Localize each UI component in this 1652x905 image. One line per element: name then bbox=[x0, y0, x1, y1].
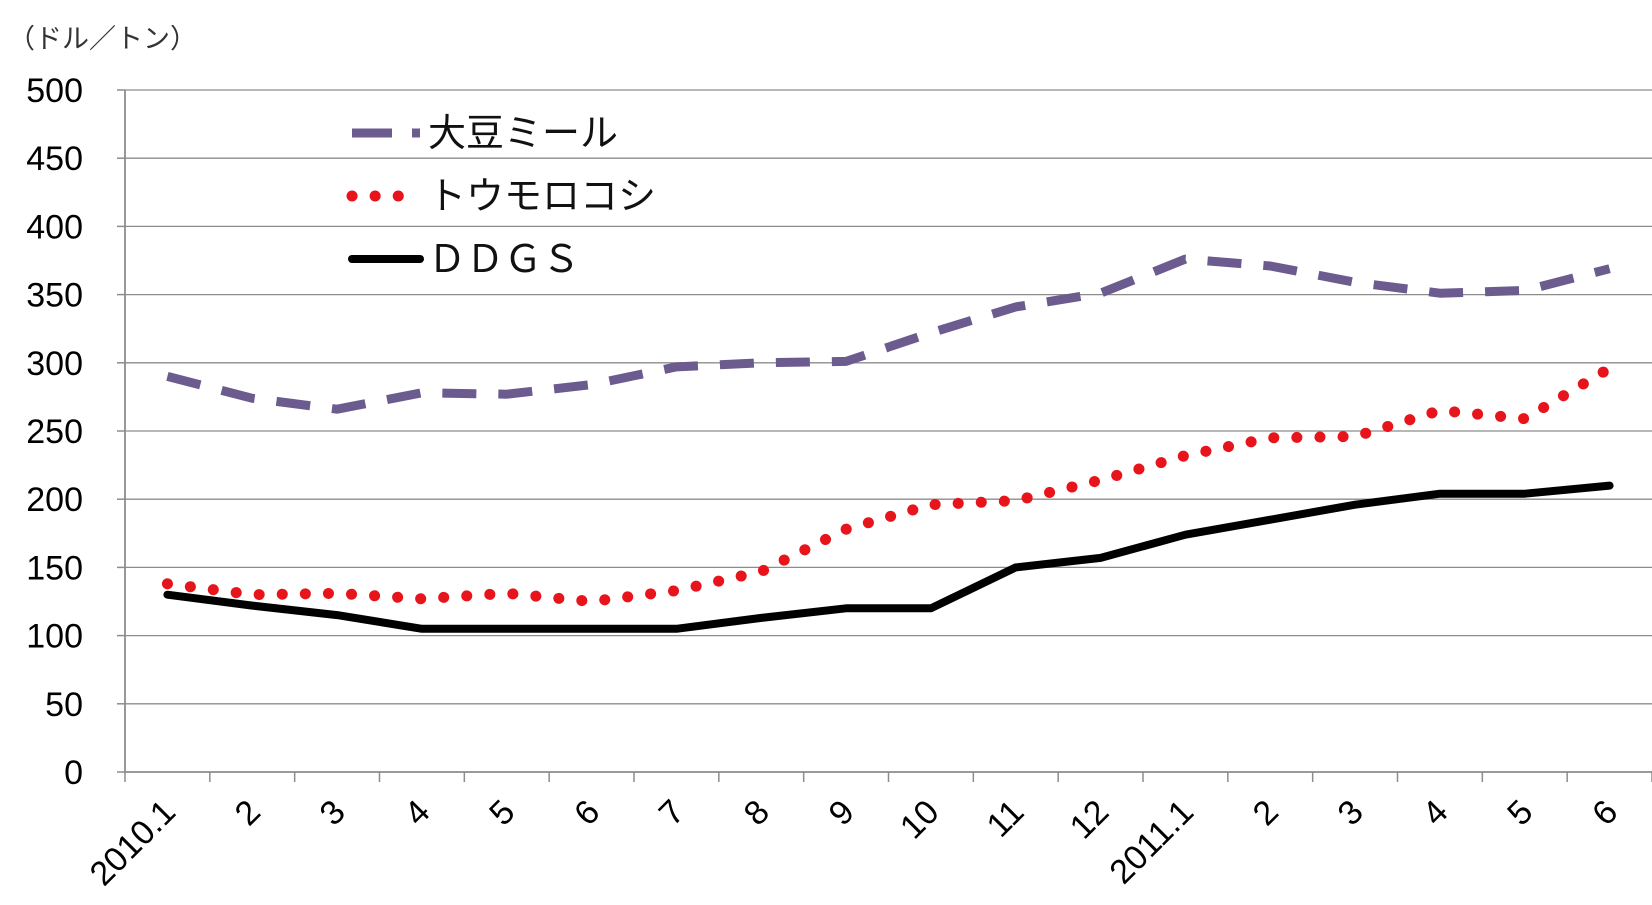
x-tick-label: 7 bbox=[652, 793, 692, 833]
y-tick-label: 0 bbox=[64, 754, 83, 792]
y-unit-label: （ドル／トン） bbox=[8, 24, 197, 55]
y-tick-label: 400 bbox=[26, 208, 83, 246]
x-tick-label: 2011.1 bbox=[1102, 793, 1201, 892]
series-lines bbox=[161, 254, 1616, 633]
legend-label: 大豆ミール bbox=[428, 111, 618, 155]
series-line-3 bbox=[163, 481, 1614, 633]
x-tick-label: 12 bbox=[1063, 793, 1117, 847]
y-tick-label: 350 bbox=[26, 277, 83, 315]
x-tick-label: 3 bbox=[1330, 793, 1370, 833]
x-tick-label: 2010.1 bbox=[83, 793, 183, 893]
y-tick-label: 300 bbox=[26, 345, 83, 383]
gridlines bbox=[125, 89, 1652, 705]
x-tick-label: 5 bbox=[482, 793, 522, 833]
series-line-2 bbox=[161, 362, 1616, 607]
x-tick-label: 5 bbox=[1500, 793, 1540, 833]
x-tick-label: 9 bbox=[821, 793, 861, 833]
x-tick-label: 4 bbox=[1415, 793, 1455, 833]
axes bbox=[117, 89, 1652, 782]
x-tick-label: 11 bbox=[980, 793, 1032, 845]
x-tick-label: 6 bbox=[567, 793, 607, 833]
y-tick-labels: 0 50 100 150 200 250 300 350 400 450 500 bbox=[26, 72, 83, 792]
x-tick-label: 3 bbox=[312, 793, 352, 833]
legend-label: ＤＤＧＳ bbox=[428, 237, 580, 281]
y-tick-label: 250 bbox=[26, 413, 83, 451]
legend-label: トウモロコシ bbox=[428, 174, 656, 218]
x-tick-label: 2 bbox=[1246, 793, 1286, 833]
series-line-1 bbox=[166, 254, 1611, 414]
x-tick-label: 10 bbox=[893, 793, 947, 847]
x-tick-label: 2 bbox=[228, 793, 268, 833]
y-tick-label: 450 bbox=[26, 140, 83, 178]
y-tick-label: 500 bbox=[26, 72, 83, 110]
y-tick-label: 100 bbox=[26, 618, 83, 656]
y-tick-label: 200 bbox=[26, 481, 83, 519]
y-tick-label: 150 bbox=[26, 549, 83, 587]
x-tick-label: 8 bbox=[737, 793, 777, 833]
y-tick-label: 50 bbox=[45, 686, 83, 724]
x-tick-label: 6 bbox=[1585, 793, 1625, 833]
x-tick-label: 4 bbox=[397, 793, 437, 833]
